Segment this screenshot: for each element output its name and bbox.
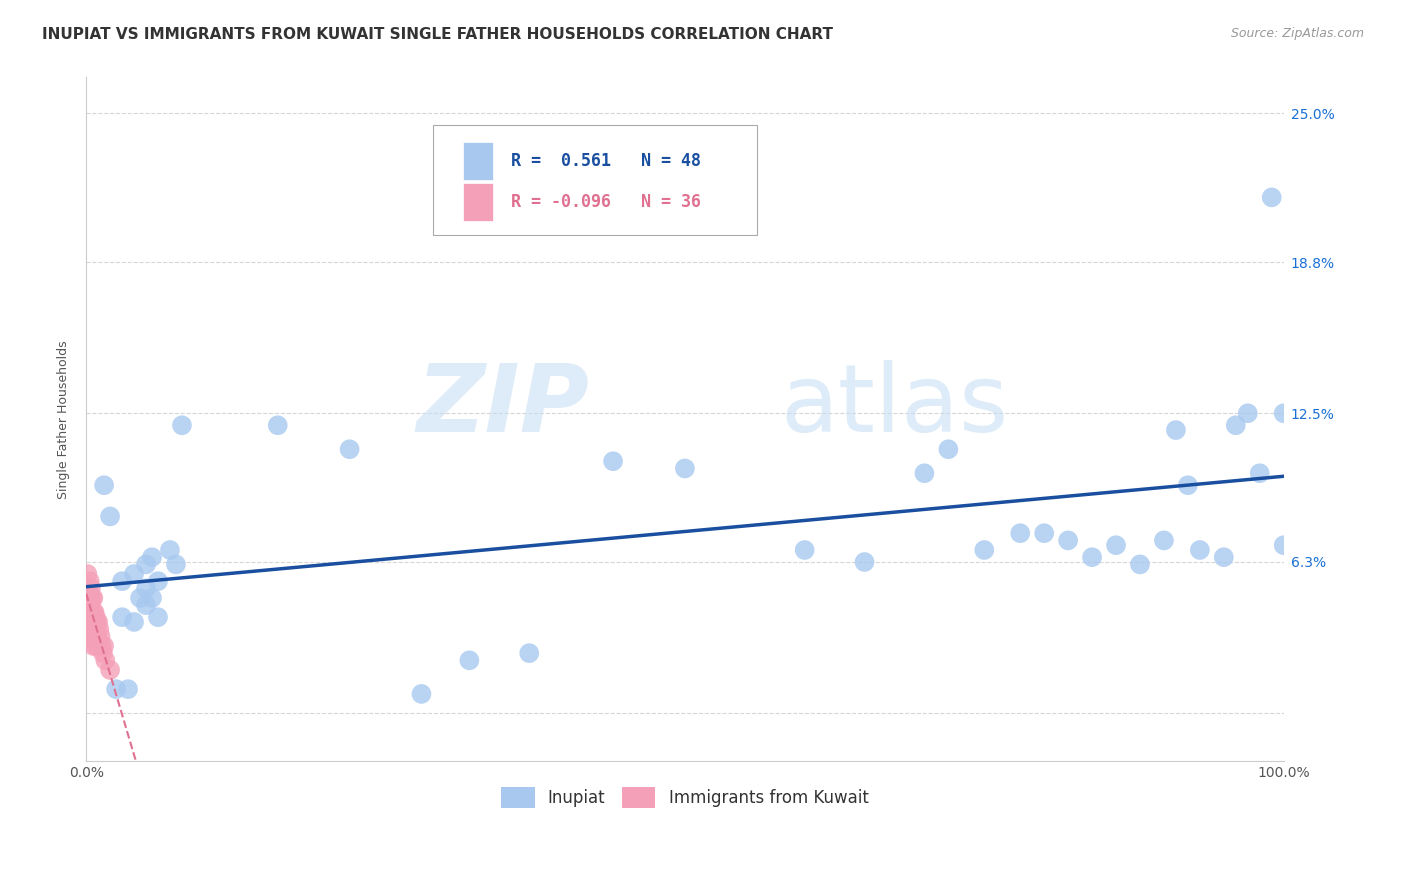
Point — [1260, 190, 1282, 204]
Point — [411, 687, 433, 701]
Point — [77, 586, 100, 600]
Point — [170, 418, 193, 433]
Point — [853, 555, 876, 569]
Point — [1010, 526, 1032, 541]
Point — [339, 442, 361, 457]
Point — [84, 639, 107, 653]
Y-axis label: Single Father Households: Single Father Households — [58, 340, 70, 499]
Point — [90, 639, 112, 653]
Point — [83, 634, 105, 648]
Point — [111, 574, 134, 589]
Point — [673, 461, 696, 475]
Point — [165, 558, 187, 572]
Point — [1153, 533, 1175, 548]
Point — [1212, 550, 1234, 565]
Point — [91, 646, 114, 660]
Point — [82, 615, 104, 629]
Point — [1236, 406, 1258, 420]
Point — [86, 615, 108, 629]
Text: R =  0.561   N = 48: R = 0.561 N = 48 — [512, 152, 702, 169]
Point — [86, 629, 108, 643]
Point — [83, 605, 105, 619]
Point — [84, 610, 107, 624]
Point — [938, 442, 960, 457]
Point — [82, 629, 104, 643]
Point — [80, 622, 103, 636]
Point — [87, 615, 110, 629]
Point — [79, 574, 101, 589]
Point — [129, 591, 152, 605]
Point — [267, 418, 290, 433]
Point — [1177, 478, 1199, 492]
Point — [79, 615, 101, 629]
Point — [105, 682, 128, 697]
Point — [93, 478, 115, 492]
Point — [98, 663, 121, 677]
Point — [82, 605, 104, 619]
Point — [141, 591, 163, 605]
FancyBboxPatch shape — [433, 125, 756, 235]
Point — [76, 566, 98, 581]
Point — [111, 610, 134, 624]
Point — [80, 582, 103, 596]
Point — [80, 596, 103, 610]
Point — [146, 610, 169, 624]
Bar — [464, 143, 494, 180]
Point — [458, 653, 481, 667]
Point — [79, 591, 101, 605]
Point — [1081, 550, 1104, 565]
Point — [89, 622, 111, 636]
Point — [135, 558, 157, 572]
Point — [146, 574, 169, 589]
Point — [1272, 538, 1295, 552]
Point — [1033, 526, 1056, 541]
Point — [117, 682, 139, 697]
Text: R = -0.096   N = 36: R = -0.096 N = 36 — [512, 193, 702, 211]
Point — [912, 467, 935, 481]
Point — [94, 653, 117, 667]
Point — [82, 605, 104, 619]
Point — [82, 591, 104, 605]
Point — [135, 598, 157, 612]
Point — [1164, 423, 1187, 437]
Point — [973, 543, 995, 558]
Point — [141, 550, 163, 565]
Point — [80, 610, 103, 624]
Point — [82, 629, 104, 643]
Legend: Inupiat, Immigrants from Kuwait: Inupiat, Immigrants from Kuwait — [495, 780, 876, 814]
Point — [82, 639, 104, 653]
Point — [122, 566, 145, 581]
Point — [87, 634, 110, 648]
Text: ZIP: ZIP — [416, 359, 589, 451]
Point — [77, 605, 100, 619]
Point — [98, 509, 121, 524]
Text: INUPIAT VS IMMIGRANTS FROM KUWAIT SINGLE FATHER HOUSEHOLDS CORRELATION CHART: INUPIAT VS IMMIGRANTS FROM KUWAIT SINGLE… — [42, 27, 834, 42]
Point — [93, 639, 115, 653]
Point — [83, 615, 105, 629]
Point — [122, 615, 145, 629]
Point — [1105, 538, 1128, 552]
Text: atlas: atlas — [780, 359, 1010, 451]
Point — [1272, 406, 1295, 420]
Point — [602, 454, 624, 468]
Point — [793, 543, 815, 558]
Point — [135, 582, 157, 596]
Bar — [464, 184, 494, 221]
Text: Source: ZipAtlas.com: Source: ZipAtlas.com — [1230, 27, 1364, 40]
Point — [1057, 533, 1080, 548]
Point — [1225, 418, 1247, 433]
Point — [82, 591, 104, 605]
Point — [1249, 467, 1271, 481]
Point — [89, 629, 111, 643]
Point — [1129, 558, 1152, 572]
Point — [159, 543, 181, 558]
Point — [84, 622, 107, 636]
Point — [82, 615, 104, 629]
Point — [517, 646, 540, 660]
Point — [1188, 543, 1211, 558]
